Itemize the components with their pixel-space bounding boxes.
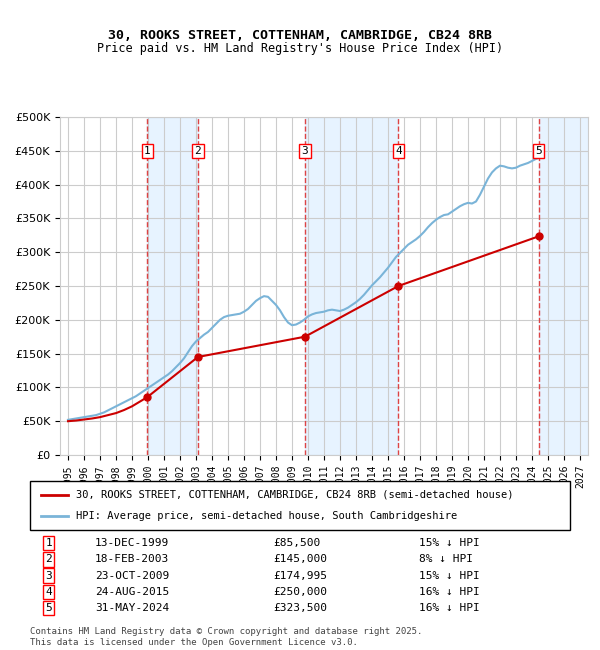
Bar [305,117,398,455]
Text: 2: 2 [194,146,201,156]
Text: 18-FEB-2003: 18-FEB-2003 [95,554,169,564]
Text: 5: 5 [46,603,52,613]
Text: 15% ↓ HPI: 15% ↓ HPI [419,571,479,580]
Text: 31-MAY-2024: 31-MAY-2024 [95,603,169,613]
Text: 2: 2 [46,554,52,564]
Text: 5: 5 [535,146,542,156]
Text: Contains HM Land Registry data © Crown copyright and database right 2025.
This d: Contains HM Land Registry data © Crown c… [30,627,422,647]
Text: 1: 1 [144,146,151,156]
Text: 3: 3 [302,146,308,156]
Text: Price paid vs. HM Land Registry's House Price Index (HPI): Price paid vs. HM Land Registry's House … [97,42,503,55]
Text: 4: 4 [46,587,52,597]
Text: 16% ↓ HPI: 16% ↓ HPI [419,587,479,597]
Text: 24-AUG-2015: 24-AUG-2015 [95,587,169,597]
Text: 3: 3 [46,571,52,580]
Text: HPI: Average price, semi-detached house, South Cambridgeshire: HPI: Average price, semi-detached house,… [76,511,457,521]
Text: £145,000: £145,000 [273,554,327,564]
FancyBboxPatch shape [30,481,570,530]
Text: 1: 1 [46,538,52,548]
Text: £323,500: £323,500 [273,603,327,613]
Text: £250,000: £250,000 [273,587,327,597]
Text: £85,500: £85,500 [273,538,320,548]
Text: 13-DEC-1999: 13-DEC-1999 [95,538,169,548]
Text: 16% ↓ HPI: 16% ↓ HPI [419,603,479,613]
Text: 30, ROOKS STREET, COTTENHAM, CAMBRIDGE, CB24 8RB (semi-detached house): 30, ROOKS STREET, COTTENHAM, CAMBRIDGE, … [76,489,514,500]
Text: 30, ROOKS STREET, COTTENHAM, CAMBRIDGE, CB24 8RB: 30, ROOKS STREET, COTTENHAM, CAMBRIDGE, … [108,29,492,42]
Bar [147,117,198,455]
Text: 8% ↓ HPI: 8% ↓ HPI [419,554,473,564]
Text: 4: 4 [395,146,402,156]
Text: £174,995: £174,995 [273,571,327,580]
Bar [539,117,588,455]
Text: 15% ↓ HPI: 15% ↓ HPI [419,538,479,548]
Text: 23-OCT-2009: 23-OCT-2009 [95,571,169,580]
